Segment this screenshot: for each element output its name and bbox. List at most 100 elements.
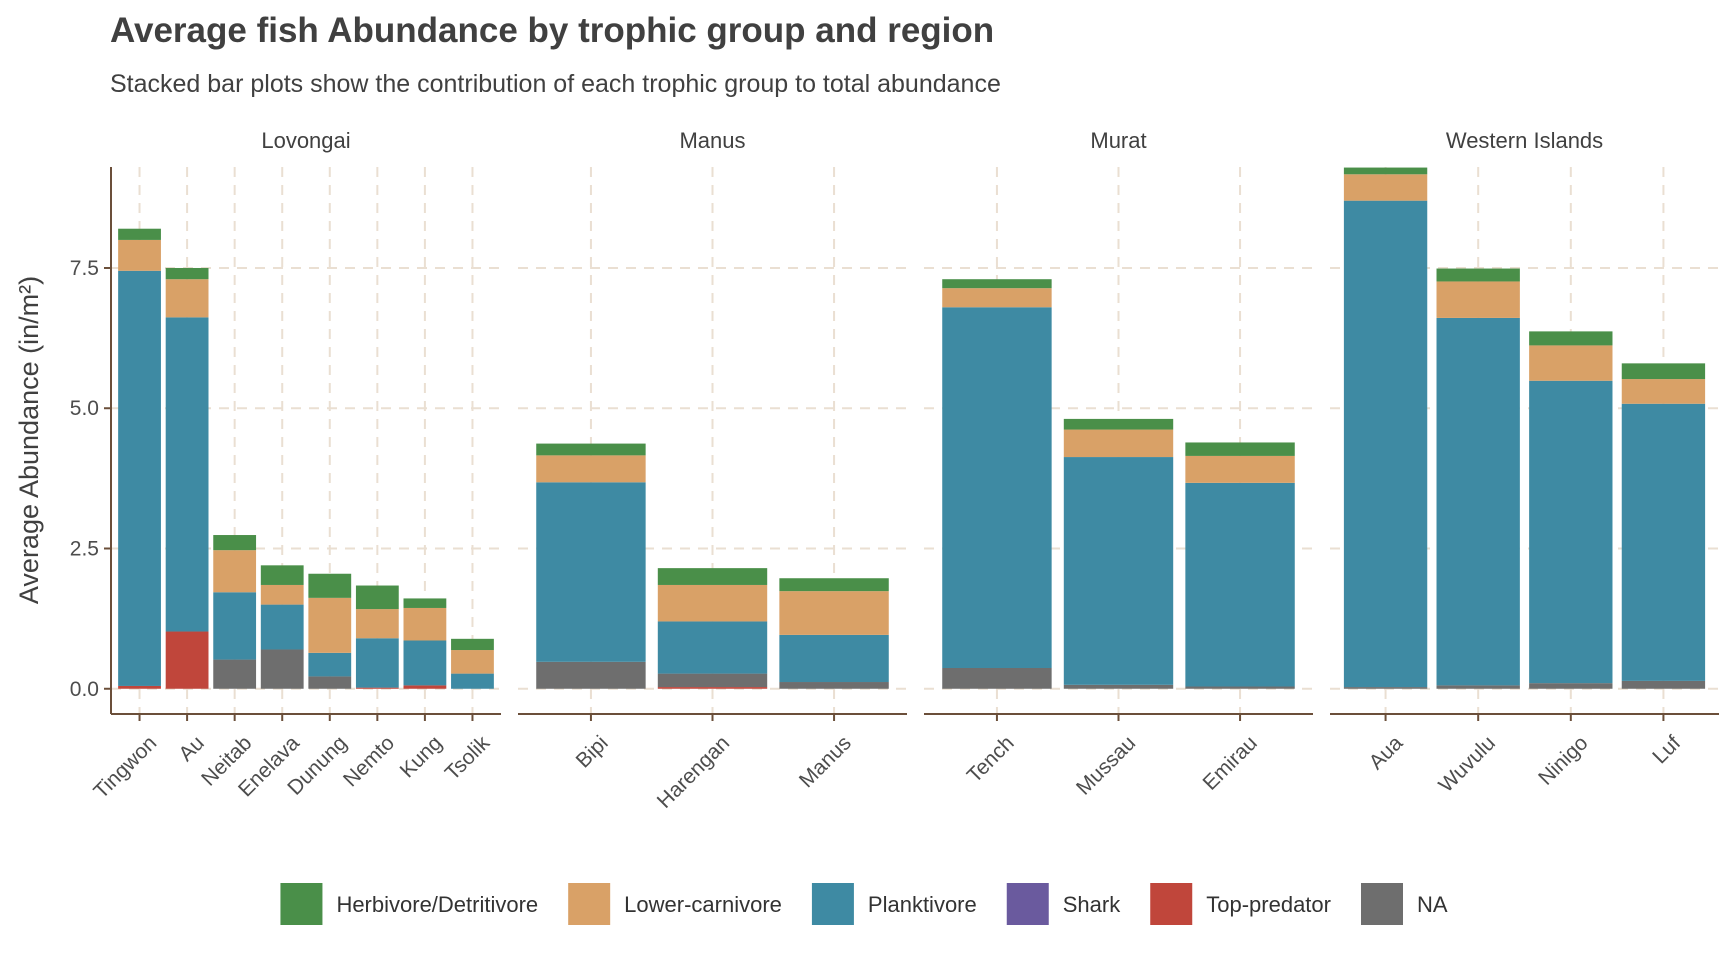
bar-mussau-lower-carnivore xyxy=(1063,429,1174,458)
bar-tench-lower-carnivore xyxy=(942,288,1052,308)
bar-bipi-na xyxy=(536,661,646,689)
bar-bipi-lower-carnivore xyxy=(536,455,646,483)
x-tick-label: Bipi xyxy=(572,731,613,772)
facet-western-islands: Western Islands Aua Wuvulu Ninigo Luf xyxy=(1330,128,1719,797)
bar-manus-herbivore-detritivore xyxy=(779,578,889,592)
x-tick-label: Manus xyxy=(795,731,856,792)
bar-enelava-herbivore-detritivore xyxy=(260,565,304,585)
x-tick-label: Ninigo xyxy=(1534,731,1592,789)
y-tick-label: 7.5 xyxy=(70,257,99,280)
bar-kung-herbivore-detritivore xyxy=(403,598,447,608)
legend-item-top-predator: Top-predator xyxy=(1150,883,1331,925)
facet-murat: Murat Tench Mussau Emirau xyxy=(924,128,1313,800)
bar-harengan-lower-carnivore xyxy=(657,584,768,622)
bar-dunung-herbivore-detritivore xyxy=(308,573,352,598)
bar-wuvulu-planktivore xyxy=(1436,317,1520,686)
bar-dunung-planktivore xyxy=(308,652,352,677)
bar-wuvulu-herbivore-detritivore xyxy=(1436,268,1520,282)
facet-label: Western Islands xyxy=(1446,128,1603,153)
legend-item-planktivore: Planktivore xyxy=(811,883,977,925)
bar-wuvulu-na xyxy=(1436,685,1520,689)
bar-emirau-planktivore xyxy=(1185,482,1295,687)
bar-kung-planktivore xyxy=(403,640,447,686)
legend-swatch xyxy=(1360,883,1403,925)
bar-ninigo-planktivore xyxy=(1529,380,1613,684)
bar-dunung-na xyxy=(308,676,352,689)
bar-wuvulu-lower-carnivore xyxy=(1436,281,1520,318)
y-tick-label: 0.0 xyxy=(70,678,99,701)
legend-label: Top-predator xyxy=(1206,892,1331,917)
x-tick-label: Harengan xyxy=(653,731,734,812)
x-tick-label: Aua xyxy=(1365,731,1408,774)
bar-tingwon-planktivore xyxy=(118,270,161,686)
x-tick-label: Au xyxy=(174,731,208,765)
bar-aua-planktivore xyxy=(1343,200,1428,688)
bar-luf-planktivore xyxy=(1621,403,1706,681)
legend-label: Planktivore xyxy=(868,892,977,917)
x-tick-label: Tingwon xyxy=(89,731,161,803)
bar-enelava-lower-carnivore xyxy=(260,584,304,605)
legend-label: NA xyxy=(1417,892,1448,917)
bar-au-top-predator xyxy=(165,631,209,689)
bar-luf-na xyxy=(1621,680,1706,689)
x-tick-label: Tsolik xyxy=(441,731,495,785)
legend-label: Lower-carnivore xyxy=(624,892,782,917)
y-tick-label: 2.5 xyxy=(70,537,99,560)
bar-emirau-lower-carnivore xyxy=(1185,455,1295,483)
x-tick-label: Kung xyxy=(396,731,447,782)
bar-tingwon-herbivore-detritivore xyxy=(118,228,161,240)
bar-kung-top-predator xyxy=(403,685,447,689)
legend-swatch xyxy=(280,883,323,925)
bar-au-herbivore-detritivore xyxy=(165,267,209,280)
bar-emirau-herbivore-detritivore xyxy=(1185,442,1295,456)
bar-tingwon-top-predator xyxy=(118,685,161,689)
bar-nemto-herbivore-detritivore xyxy=(355,585,399,610)
legend-swatch xyxy=(568,883,611,925)
bar-harengan-top-predator xyxy=(657,687,768,689)
legend-item-herbivore-detritivore: Herbivore/Detritivore xyxy=(280,883,538,925)
legend-swatch xyxy=(1150,883,1193,925)
x-tick-label: Emirau xyxy=(1198,731,1261,794)
y-tick-label: 5.0 xyxy=(70,397,99,420)
bar-neitab-na xyxy=(213,659,257,689)
bar-neitab-lower-carnivore xyxy=(213,550,257,593)
bar-manus-na xyxy=(779,682,889,689)
bar-mussau-herbivore-detritivore xyxy=(1063,418,1174,430)
bar-tsolik-lower-carnivore xyxy=(451,650,494,674)
bar-luf-herbivore-detritivore xyxy=(1621,363,1706,380)
bar-nemto-planktivore xyxy=(355,638,399,688)
legend-label: Shark xyxy=(1063,892,1121,917)
bar-neitab-herbivore-detritivore xyxy=(213,535,257,551)
bar-harengan-planktivore xyxy=(657,621,768,674)
bar-ninigo-lower-carnivore xyxy=(1529,345,1613,381)
bar-emirau-na xyxy=(1185,686,1295,689)
bar-tingwon-lower-carnivore xyxy=(118,239,161,271)
facet-manus: Manus Bipi Harengan Manus xyxy=(518,128,907,813)
facet-label: Lovongai xyxy=(261,128,350,153)
x-tick-label: Nemto xyxy=(339,731,399,791)
legend-swatch xyxy=(1006,883,1049,925)
bar-tench-na xyxy=(942,667,1052,689)
bar-harengan-herbivore-detritivore xyxy=(657,568,768,585)
x-tick-label: Tench xyxy=(963,731,1019,787)
bar-aua-herbivore-detritivore xyxy=(1343,167,1428,175)
bar-manus-lower-carnivore xyxy=(779,591,889,635)
bar-tench-planktivore xyxy=(942,307,1052,668)
x-tick-label: Mussau xyxy=(1072,731,1140,799)
legend: Herbivore/Detritivore Lower-carnivore Plan… xyxy=(280,883,1448,925)
bar-nemto-lower-carnivore xyxy=(355,609,399,639)
bar-aua-na xyxy=(1343,687,1428,689)
legend-swatch xyxy=(811,883,854,925)
facet-label: Manus xyxy=(679,128,745,153)
legend-label: Herbivore/Detritivore xyxy=(336,892,538,917)
bar-tench-herbivore-detritivore xyxy=(942,279,1052,289)
bar-au-planktivore xyxy=(165,317,209,632)
legend-item-na: NA xyxy=(1360,883,1448,925)
bar-dunung-lower-carnivore xyxy=(308,597,352,653)
bar-kung-lower-carnivore xyxy=(403,607,447,641)
bar-aua-lower-carnivore xyxy=(1343,174,1428,201)
chart-subtitle: Stacked bar plots show the contribution … xyxy=(110,70,1001,98)
